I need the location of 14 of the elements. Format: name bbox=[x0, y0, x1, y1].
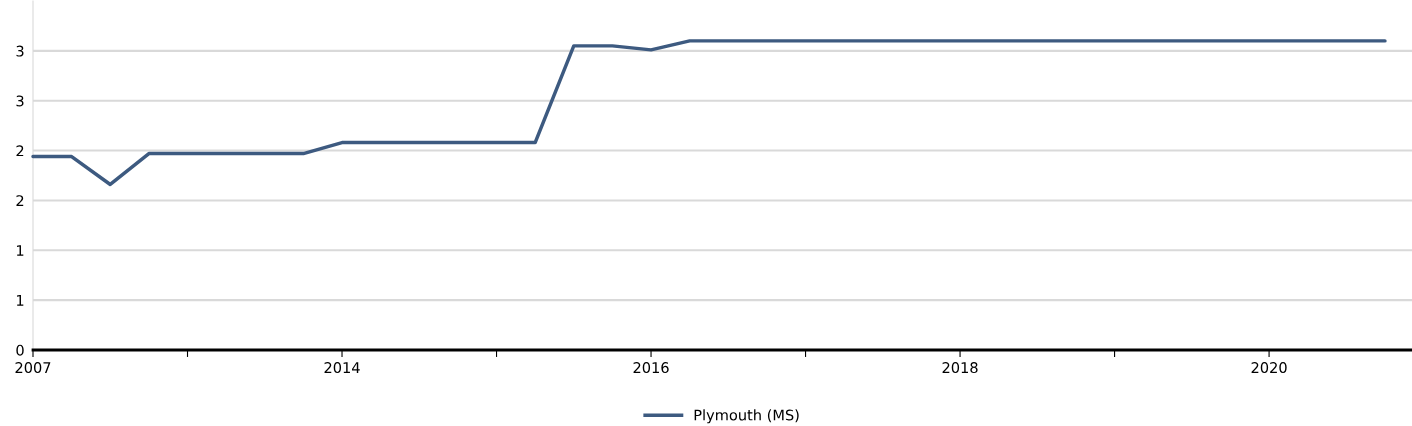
y-tick-label: 3 bbox=[16, 45, 24, 57]
x-tick-label: 2007 bbox=[15, 362, 51, 374]
legend-label: Plymouth (MS) bbox=[694, 409, 799, 424]
x-tick-label: 2016 bbox=[633, 362, 669, 374]
y-tick-label: 0 bbox=[16, 344, 24, 356]
x-tick-label: 2020 bbox=[1251, 362, 1287, 374]
line-series bbox=[31, 39, 1387, 187]
y-tick-label: 1 bbox=[16, 295, 24, 306]
x-tick-label: 2014 bbox=[324, 362, 360, 374]
y-tick-label: 1 bbox=[16, 245, 24, 256]
y-tick-label: 3 bbox=[16, 95, 24, 107]
y-tick-label: 2 bbox=[16, 195, 24, 206]
y-tick-label: 2 bbox=[16, 145, 24, 157]
x-tick-label: 2018 bbox=[942, 362, 978, 374]
